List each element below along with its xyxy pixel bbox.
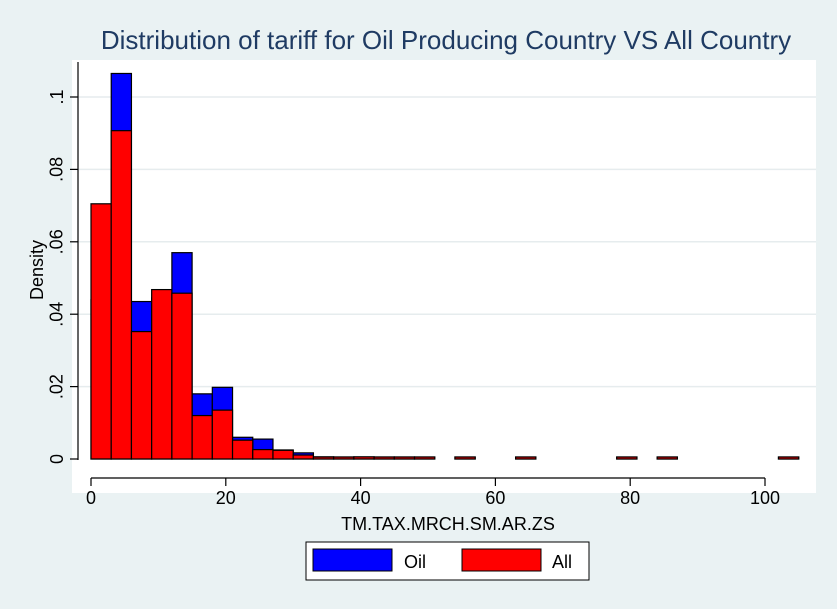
- all-bar: [252, 448, 274, 460]
- all-bar: [373, 456, 395, 460]
- legend-swatch-oil: [312, 548, 393, 572]
- all-bar: [454, 456, 476, 460]
- all-bar: [130, 330, 153, 460]
- all-bar: [90, 203, 112, 460]
- all-bar: [515, 456, 537, 460]
- all-bar: [171, 292, 193, 460]
- x-tick-label: 100: [750, 488, 780, 508]
- y-tick-label: .1: [47, 89, 67, 104]
- axes: 0 .02 .04 .06 .08 .1 0 20 40 60 80 100: [47, 62, 780, 508]
- all-bars: [90, 130, 800, 460]
- gridlines: [72, 96, 816, 388]
- legend-box: [305, 541, 590, 581]
- all-bar: [211, 409, 234, 460]
- all-bar: [393, 456, 416, 460]
- legend-swatch-all: [461, 548, 542, 572]
- y-tick-label: 0: [47, 454, 67, 464]
- y-tick-label: .06: [47, 229, 67, 254]
- y-tick-label: .02: [47, 374, 67, 399]
- legend-label-oil: Oil: [404, 552, 426, 572]
- x-tick-label: 0: [86, 488, 96, 508]
- y-tick-label: .08: [47, 157, 67, 182]
- all-bar: [656, 456, 678, 460]
- x-tick-label: 20: [216, 488, 236, 508]
- all-bar: [333, 456, 355, 460]
- all-bar: [231, 439, 254, 460]
- y-tick-label: .04: [47, 302, 67, 327]
- x-tick-label: 40: [351, 488, 371, 508]
- all-bar: [312, 456, 335, 460]
- all-bar: [777, 456, 800, 460]
- all-bar: [413, 456, 436, 460]
- x-tick-label: 60: [485, 488, 505, 508]
- y-axis-label: Density: [27, 240, 47, 300]
- legend-label-all: All: [552, 552, 572, 572]
- all-bar: [151, 288, 173, 460]
- all-bar: [353, 456, 375, 460]
- all-bar: [272, 449, 294, 460]
- chart-title: Distribution of tariff for Oil Producing…: [101, 25, 791, 55]
- all-bar: [110, 130, 133, 460]
- x-axis-label: TM.TAX.MRCH.SM.AR.ZS: [341, 514, 555, 534]
- all-bar: [616, 456, 638, 460]
- legend: Oil All: [305, 541, 590, 581]
- x-tick-label: 80: [620, 488, 640, 508]
- all-bar: [292, 454, 315, 460]
- all-bar: [191, 414, 213, 460]
